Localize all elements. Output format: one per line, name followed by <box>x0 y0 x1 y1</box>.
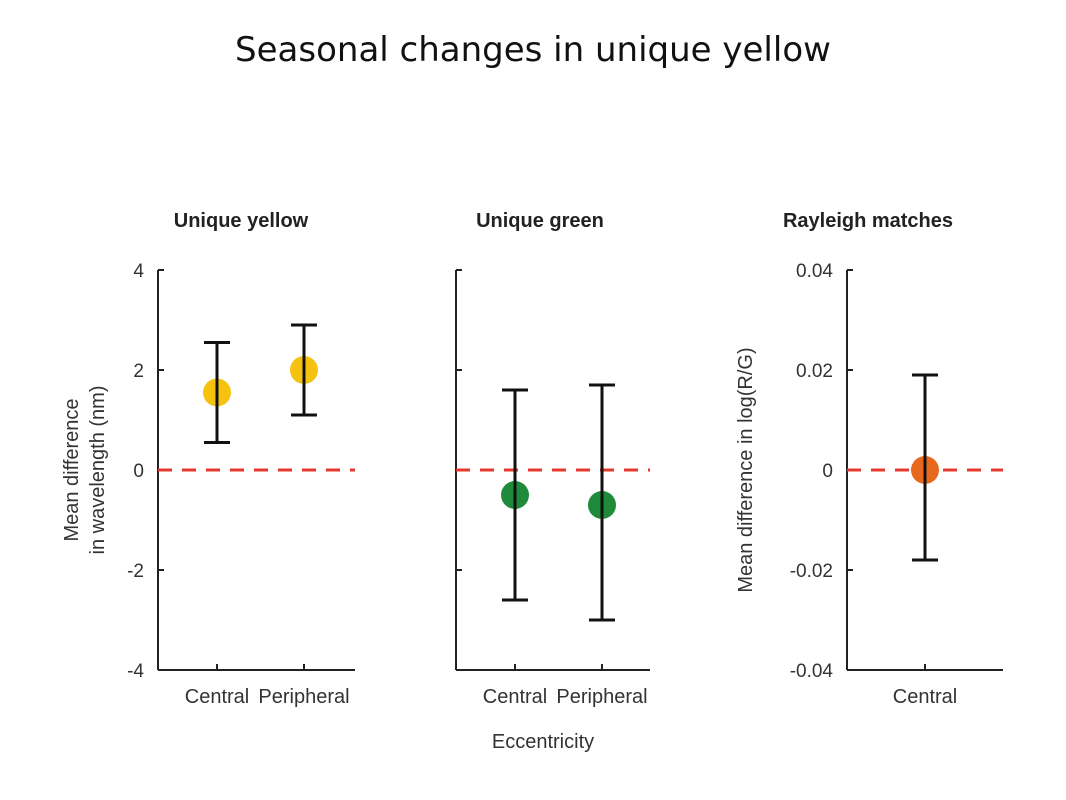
panel-title: Rayleigh matches <box>783 210 953 232</box>
slide-title: Seasonal changes in unique yellow <box>235 30 831 70</box>
x-tick-label: Central <box>483 686 547 708</box>
y-axis-label: Mean difference in log(R/G) <box>735 347 757 592</box>
x-tick-label: Central <box>185 686 249 708</box>
y-tick-label: 2 <box>133 361 144 382</box>
y-tick-label: -0.02 <box>790 561 833 582</box>
y-tick-label: 0 <box>133 461 144 482</box>
y-axis-label: Mean difference <box>61 398 83 541</box>
y-tick-label: 0.04 <box>796 261 833 282</box>
x-tick-label: Peripheral <box>556 686 647 708</box>
panel-title: Unique yellow <box>174 210 309 232</box>
x-axis-label: Eccentricity <box>492 731 594 753</box>
y-tick-label: 0.02 <box>796 361 833 382</box>
y-tick-label: 4 <box>133 261 144 282</box>
y-tick-label: 0 <box>822 461 833 482</box>
y-axis-label: in wavelength (nm) <box>87 386 109 555</box>
panel-title: Unique green <box>476 210 604 232</box>
y-tick-label: -4 <box>127 661 144 682</box>
y-tick-label: -0.04 <box>790 661 834 682</box>
x-tick-label: Peripheral <box>258 686 349 708</box>
y-tick-label: -2 <box>127 561 144 582</box>
x-tick-label: Central <box>893 686 957 708</box>
